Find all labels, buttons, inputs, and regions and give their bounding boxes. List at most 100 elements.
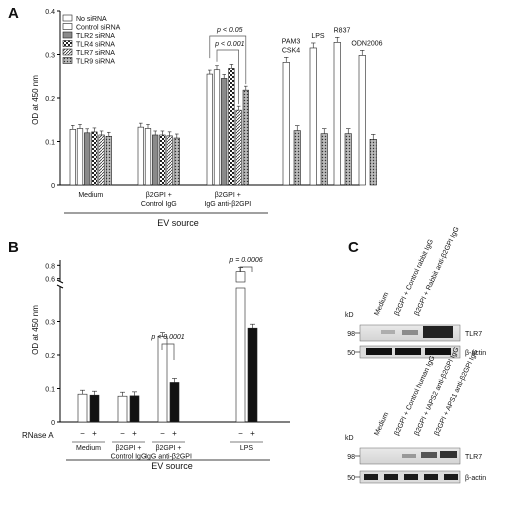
kd-label: kD xyxy=(345,435,354,442)
panel-b-rnase-sign: + xyxy=(172,429,177,438)
mw-marker-50: 50 xyxy=(347,350,355,357)
actin-band xyxy=(424,474,438,480)
mw-marker-98: 98 xyxy=(347,331,355,338)
panel-b-p-value: p < 0.0001 xyxy=(150,334,184,341)
panel-a-ligand-bar xyxy=(309,47,317,186)
panel-a-ligand-bar xyxy=(293,130,301,186)
panel-b-group-label: LPS xyxy=(240,445,254,452)
panel-b-p-value: p = 0.0006 xyxy=(228,257,262,264)
actin-band xyxy=(384,474,398,480)
panel-a-ligand-bar xyxy=(344,133,352,186)
panel-a-legend-swatch xyxy=(62,23,73,30)
actin-band xyxy=(404,474,418,480)
actin-band xyxy=(444,474,458,480)
panel-a-bar xyxy=(69,129,76,186)
panel-a-legend-swatch xyxy=(62,48,73,56)
panel-a-ligand-bar xyxy=(320,133,328,186)
panel-letter-a: A xyxy=(8,5,19,22)
tlr7-band-strong xyxy=(423,326,453,338)
panel-b-bar xyxy=(117,395,128,423)
panel-b-axis-break xyxy=(56,284,64,289)
panel-a-bar xyxy=(221,78,228,186)
tlr7-band xyxy=(440,451,457,458)
actin-band xyxy=(395,348,421,355)
panel-a-ligand-label: CSK4 xyxy=(282,47,300,54)
panel-b-y-tick-label: 0 xyxy=(51,420,55,427)
panel-letter-b: B xyxy=(8,239,19,256)
panel-b-rnase-sign: + xyxy=(250,429,255,438)
tlr7-band-label: TLR7 xyxy=(465,331,482,338)
panel-a-legend-swatch xyxy=(62,14,73,22)
panel-a-group-label: Medium xyxy=(78,192,103,199)
panel-a-group-label: β2GPI + xyxy=(215,192,241,199)
panel-a-legend-entry: TLR9 siRNA xyxy=(76,59,115,66)
panel-a-bar xyxy=(144,128,152,186)
panel-b-y-axis-label: OD at 450 nm xyxy=(31,305,40,355)
panel-a-bar xyxy=(213,69,221,186)
panel-a-significance-bracket xyxy=(209,35,247,85)
panel-b-y-tick-label: 0.2 xyxy=(45,353,55,360)
panel-a-bar xyxy=(76,128,84,186)
panel-b-bar xyxy=(77,393,88,423)
panel-b-y-tick-label: 0.3 xyxy=(45,320,55,327)
panel-a-ligand-bar xyxy=(369,139,377,186)
panel-b-y-tick-label: 0.8 xyxy=(45,263,55,270)
panel-a-p-value: p < 0.001 xyxy=(214,41,244,48)
panel-a-bar xyxy=(206,73,213,186)
lane-label: Medium xyxy=(373,411,390,437)
panel-a-ligand-label: LPS xyxy=(311,33,325,40)
panel-a-bar xyxy=(166,135,173,186)
panel-a-p-value: p < 0.05 xyxy=(216,27,243,34)
panel-b-bar xyxy=(247,327,258,423)
panel-a-y-tick-label: 0.1 xyxy=(45,140,55,147)
panel-a-legend-entry: TLR4 siRNA xyxy=(76,42,115,49)
actin-band-label: β-actin xyxy=(465,475,486,482)
actin-band xyxy=(364,474,378,480)
panel-a-y-tick-label: 0.4 xyxy=(45,9,55,16)
panel-b-bar xyxy=(89,394,100,423)
panel-b-group-label: β2GPI + xyxy=(115,445,141,452)
panel-a-bar xyxy=(235,109,242,186)
panel-a-ligand-label: PAM3 xyxy=(282,38,301,45)
panel-b-y-tick-label: 0.1 xyxy=(45,387,55,394)
tlr7-band xyxy=(402,330,418,335)
panel-a-legend-swatch xyxy=(62,57,73,64)
mw-marker-98: 98 xyxy=(347,454,355,461)
panel-a-y-tick-label: 0.2 xyxy=(45,96,55,103)
panel-b-bar xyxy=(129,395,140,423)
tlr7-band xyxy=(402,454,416,458)
panel-a-bar xyxy=(173,137,180,186)
rnase-a-row-label: RNase A xyxy=(22,431,54,440)
panel-letter-c: C xyxy=(348,239,359,256)
panel-a-bar xyxy=(105,135,112,186)
panel-a-bar xyxy=(228,68,235,186)
panel-b-group-label: β2GPI + xyxy=(155,445,181,452)
panel-a-y-tick-label: 0.3 xyxy=(45,53,55,60)
mw-marker-50: 50 xyxy=(347,475,355,482)
panel-a-group-label: Control IgG xyxy=(141,201,177,208)
panel-b-bar xyxy=(169,382,180,423)
panel-a-ligand-label: ODN2006 xyxy=(351,40,382,47)
panel-a-bar xyxy=(152,134,159,186)
lane-label: β2GPI + Control rabbit IgG xyxy=(393,238,435,316)
panel-a-legend-swatch xyxy=(62,40,73,47)
panel-a-bar xyxy=(91,131,98,186)
panel-a-ligand-bar xyxy=(358,55,366,186)
panel-b-y-tick-label: 0.6 xyxy=(45,277,55,284)
panel-b-axis-break xyxy=(56,279,64,284)
panel-a-ligand-bar xyxy=(282,62,290,186)
panel-a-x-axis-label: EV source xyxy=(157,218,199,228)
panel-b-rnase-sign: + xyxy=(92,429,97,438)
panel-a-bar xyxy=(137,126,144,186)
tlr7-band xyxy=(381,330,395,334)
panel-a-chart: OD at 450 nm EV source 0 0.1 0.2 0.3 0.4 Med… xyxy=(31,9,383,228)
panel-b-x-axis-label: EV source xyxy=(151,461,193,471)
panel-b-group-label: Medium xyxy=(76,445,101,452)
panel-b-rnase-sign: + xyxy=(132,429,137,438)
panel-b-significance-bracket xyxy=(161,343,175,360)
panel-a-bar xyxy=(242,89,249,186)
tlr7-band xyxy=(421,452,437,458)
